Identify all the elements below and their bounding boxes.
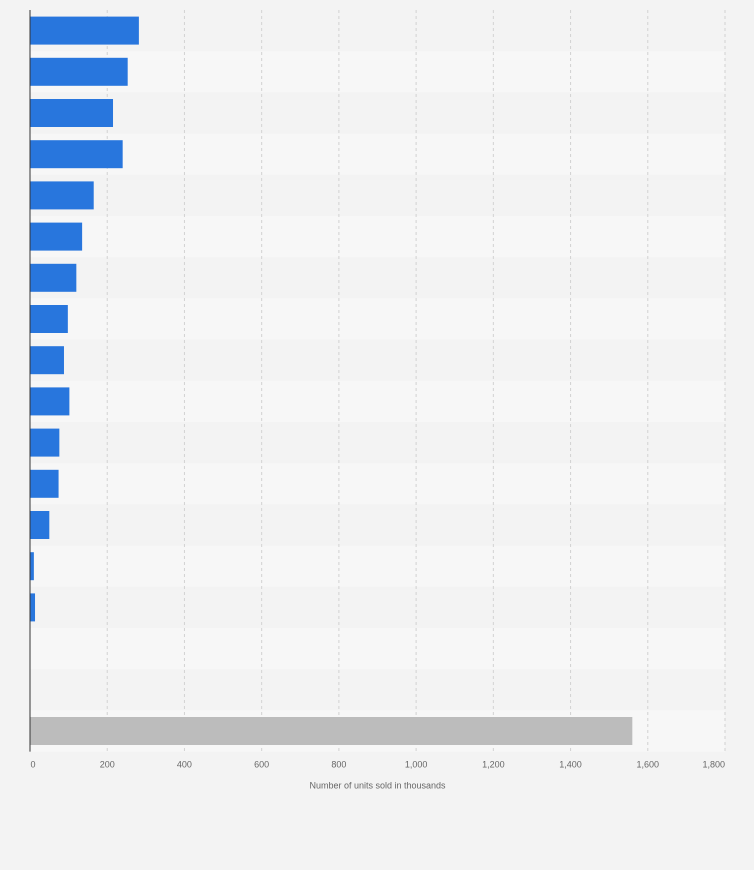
row-band: [30, 669, 725, 711]
x-tick-label: 1,400: [559, 760, 582, 770]
row-band: [30, 174, 725, 216]
bar: [30, 387, 70, 416]
bar: [30, 222, 83, 251]
bar: [30, 511, 50, 539]
bar: [30, 140, 123, 169]
bar: [30, 181, 94, 210]
row-band: [30, 504, 725, 546]
row-band: [30, 133, 725, 175]
bar: [30, 346, 64, 375]
bar: [30, 593, 36, 622]
x-axis-title: Number of units sold in thousands: [309, 781, 446, 791]
row-band: [30, 545, 725, 587]
row-band: [30, 216, 725, 258]
bars: [30, 16, 633, 745]
bar: [30, 57, 128, 86]
bar: [30, 305, 68, 333]
x-tick-label: 200: [100, 760, 115, 770]
row-band: [30, 92, 725, 134]
row-band: [30, 257, 725, 299]
bar: [30, 263, 77, 292]
row-band: [30, 380, 725, 422]
row-band: [30, 628, 725, 670]
row-band: [30, 586, 725, 628]
x-tick-label: 1,000: [405, 760, 428, 770]
x-tick-labels: 0 200 400 600 800 1,000 1,200 1,400 1,600 1,800: [30, 760, 725, 770]
x-tick-label: 1,600: [637, 760, 660, 770]
bar-total: [30, 717, 633, 745]
row-band: [30, 463, 725, 505]
gridlines: [106, 10, 726, 752]
x-tick-label: 1,200: [482, 760, 505, 770]
x-tick-label: 0: [30, 760, 35, 770]
bar: [30, 16, 139, 45]
x-tick-label: 1,800: [702, 760, 725, 770]
row-band: [30, 298, 725, 340]
row-band: [30, 422, 725, 464]
row-band: [30, 339, 725, 381]
bar: [30, 428, 60, 457]
x-tick-label: 600: [254, 760, 269, 770]
bar: [30, 469, 59, 498]
row-band: [30, 51, 725, 93]
x-tick-label: 400: [177, 760, 192, 770]
bar: [30, 552, 34, 581]
row-band: [30, 10, 725, 52]
row-bands: [30, 10, 725, 752]
x-tick-label: 800: [331, 760, 346, 770]
bar: [30, 99, 114, 127]
